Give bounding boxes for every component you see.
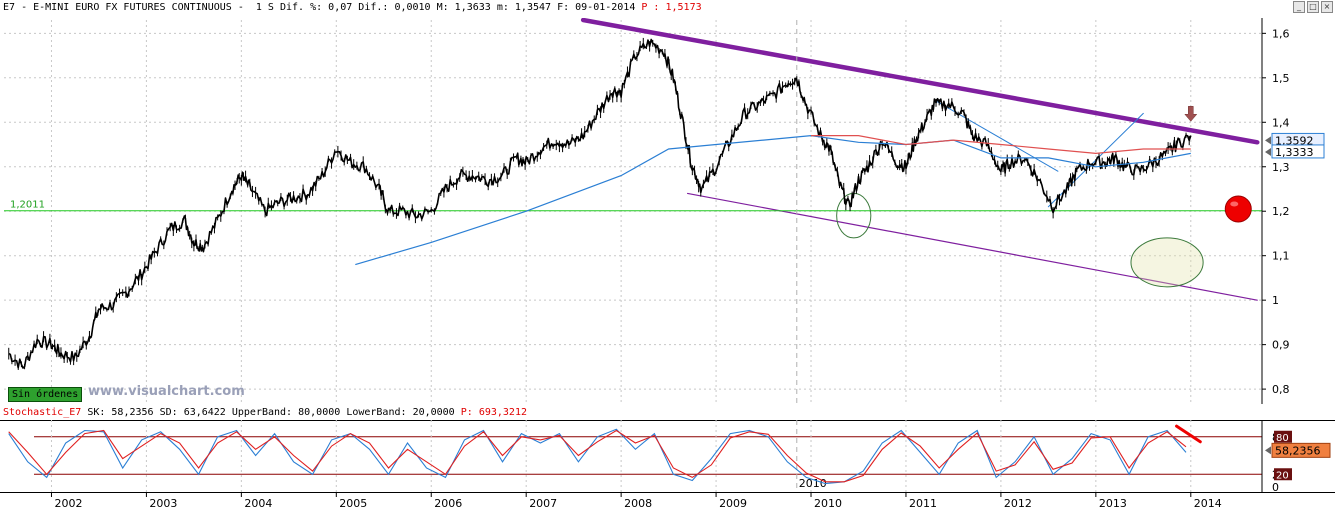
price-chart[interactable]: 1,2011 1,6 1,5 1,4 1,3 1,2 1,1 1 0,9 0,8 1,35921,… xyxy=(0,18,1335,404)
stoch-sk-line xyxy=(8,428,1187,485)
stochastic-axis: 80200802058,2356 xyxy=(1261,420,1331,492)
band-badge xyxy=(1274,468,1292,481)
price-badge-label: 1,3592 xyxy=(1275,134,1314,147)
price-badge xyxy=(1271,144,1325,159)
price-tick-label: 1,3 xyxy=(1272,161,1290,174)
price-badge-pointer xyxy=(1265,147,1271,156)
price-badge-label: 1,3333 xyxy=(1275,146,1314,159)
x-tick-label: 2006 xyxy=(434,497,462,510)
watermark: www.visualchart.com xyxy=(88,384,245,399)
indicator-header-text: Stochastic_E7 SK: 58,2356 SD: 63,6422 Up… xyxy=(3,407,527,418)
x-tick-label: 2011 xyxy=(909,497,937,510)
stoch-value-label: 58,2356 xyxy=(1275,444,1321,457)
price-grid xyxy=(4,20,1262,404)
stoch-badge-pointer xyxy=(1265,446,1271,455)
x-tick-label: 2009 xyxy=(719,497,747,510)
support-label: 1,2011 xyxy=(10,200,45,211)
x-tick-label: 2014 xyxy=(1194,497,1222,510)
price-line xyxy=(8,38,1192,369)
chart-header: E7 - E-MINI EURO FX FUTURES CONTINUOUS -… xyxy=(0,0,1335,18)
band-badge-label: 20 xyxy=(1276,470,1289,481)
indicator-header: Stochastic_E7 SK: 58,2356 SD: 63,6422 Up… xyxy=(0,406,1335,420)
x-axis: 2002 2003 2004 2005 2006 2007 2008 2009 2010 2011… xyxy=(0,492,1335,512)
price-series xyxy=(8,37,1192,370)
price-tick-label: 1 xyxy=(1272,294,1279,307)
stoch-down-trendline xyxy=(1175,424,1202,444)
stochastic-series xyxy=(8,424,1202,485)
moving-average-long-line xyxy=(355,134,1191,266)
price-tick-label: 0,9 xyxy=(1272,339,1290,352)
stochastic-grid: 2010 xyxy=(0,420,1335,492)
x-tick-label: 2007 xyxy=(529,497,557,510)
window-restore-icon[interactable]: □ xyxy=(1307,1,1319,13)
price-tick-label: 1,5 xyxy=(1272,72,1290,85)
price-badge-pointer xyxy=(1265,136,1271,145)
price-tick-label: 1,2 xyxy=(1272,205,1290,218)
stochastic-chart[interactable]: 2010 80200802058,2356 xyxy=(0,420,1335,492)
stoch-year-label: 2010 xyxy=(799,477,827,490)
window-controls: _ □ × xyxy=(1293,1,1333,13)
stoch-value-badge xyxy=(1271,442,1331,458)
window-minimize-icon[interactable]: _ xyxy=(1293,1,1305,13)
chart-header-text: E7 - E-MINI EURO FX FUTURES CONTINUOUS -… xyxy=(3,2,702,13)
price-tick-label: 1,6 xyxy=(1272,27,1290,40)
resistance-trendline xyxy=(580,18,1260,145)
x-tick-label: 2008 xyxy=(624,497,652,510)
price-tick-label: 1,1 xyxy=(1272,250,1290,263)
x-tick-label: 2002 xyxy=(54,497,82,510)
down-arrow-icon xyxy=(1184,106,1198,122)
price-tick-label: 1,4 xyxy=(1272,116,1290,129)
x-tick-label: 2012 xyxy=(1004,497,1032,510)
band-badge xyxy=(1274,430,1292,443)
x-tick-label: 2005 xyxy=(339,497,367,510)
x-tick-label: 2003 xyxy=(149,497,177,510)
red-circle-icon xyxy=(1224,195,1252,223)
window-close-icon[interactable]: × xyxy=(1321,1,1333,13)
x-tick-label: 2004 xyxy=(244,497,272,510)
moving-average-short-line xyxy=(811,135,1191,155)
x-tick-label: 2010 xyxy=(814,497,842,510)
orders-status-badge[interactable]: Sin órdenes xyxy=(8,387,83,402)
x-tick-label: 2013 xyxy=(1099,497,1127,510)
stoch-tick-label: 0 xyxy=(1272,481,1279,492)
stoch-sd-line xyxy=(8,429,1187,483)
price-tick-label: 0,8 xyxy=(1272,383,1290,396)
band-badge-label: 80 xyxy=(1276,433,1289,444)
red-circle-highlight xyxy=(1230,201,1239,207)
target-ellipse xyxy=(1130,237,1204,288)
